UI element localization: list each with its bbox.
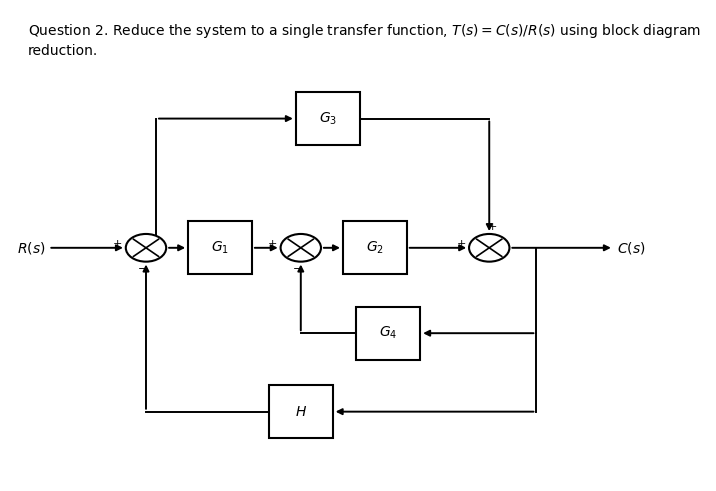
Text: −: − [137, 264, 147, 274]
Text: +: + [268, 239, 277, 248]
Bar [357, 307, 420, 360]
Text: $G_3$: $G_3$ [319, 110, 337, 127]
Text: +: + [488, 221, 498, 232]
Text: +: + [113, 239, 122, 248]
Text: $H$: $H$ [295, 405, 307, 419]
Text: $G_1$: $G_1$ [211, 240, 229, 256]
Text: $R(s)$: $R(s)$ [16, 240, 45, 256]
Text: $G_4$: $G_4$ [379, 325, 397, 341]
Bar [188, 221, 252, 274]
Text: $G_2$: $G_2$ [366, 240, 384, 256]
Bar [268, 385, 333, 438]
Circle shape [126, 234, 166, 262]
Text: −: − [292, 264, 302, 274]
Circle shape [469, 234, 510, 262]
Text: +: + [456, 239, 465, 248]
Circle shape [281, 234, 321, 262]
Text: Question 2. Reduce the system to a single transfer function, $T(s) = C(s)/R(s)$ : Question 2. Reduce the system to a singl… [28, 22, 701, 58]
Bar [343, 221, 407, 274]
Text: $C(s)$: $C(s)$ [617, 240, 646, 256]
Bar [296, 92, 359, 145]
